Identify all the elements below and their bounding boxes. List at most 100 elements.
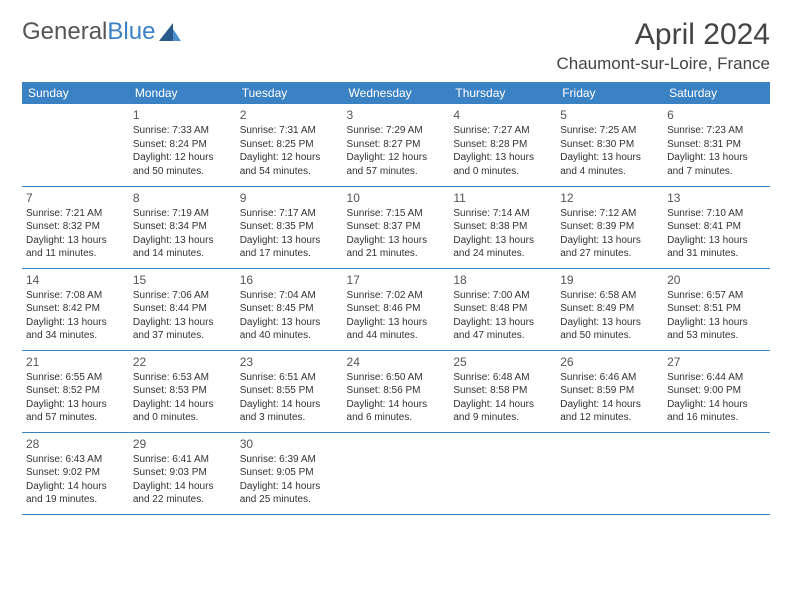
daylight-line: Daylight: 13 hours and 24 minutes.: [453, 234, 552, 261]
daylight-line: Daylight: 14 hours and 19 minutes.: [26, 480, 125, 507]
sunset-line: Sunset: 9:02 PM: [26, 466, 125, 480]
header: GeneralBlue April 2024 Chaumont-sur-Loir…: [22, 18, 770, 74]
day-number: 29: [133, 436, 232, 452]
sunrise-line: Sunrise: 7:06 AM: [133, 289, 232, 303]
day-number: 8: [133, 190, 232, 206]
sunrise-line: Sunrise: 7:31 AM: [240, 124, 339, 138]
title-block: April 2024 Chaumont-sur-Loire, France: [556, 18, 770, 74]
sunrise-line: Sunrise: 7:10 AM: [667, 207, 766, 221]
day-number: 19: [560, 272, 659, 288]
calendar-day-cell: [22, 104, 129, 186]
daylight-line: Daylight: 14 hours and 6 minutes.: [347, 398, 446, 425]
sunrise-line: Sunrise: 6:46 AM: [560, 371, 659, 385]
calendar-week-row: 7Sunrise: 7:21 AMSunset: 8:32 PMDaylight…: [22, 186, 770, 268]
day-number: 3: [347, 107, 446, 123]
sunset-line: Sunset: 8:25 PM: [240, 138, 339, 152]
sunset-line: Sunset: 8:39 PM: [560, 220, 659, 234]
daylight-line: Daylight: 13 hours and 14 minutes.: [133, 234, 232, 261]
location-label: Chaumont-sur-Loire, France: [556, 54, 770, 74]
calendar-day-cell: 20Sunrise: 6:57 AMSunset: 8:51 PMDayligh…: [663, 268, 770, 350]
daylight-line: Daylight: 13 hours and 40 minutes.: [240, 316, 339, 343]
calendar-day-cell: 3Sunrise: 7:29 AMSunset: 8:27 PMDaylight…: [343, 104, 450, 186]
sunset-line: Sunset: 8:59 PM: [560, 384, 659, 398]
calendar-day-cell: 16Sunrise: 7:04 AMSunset: 8:45 PMDayligh…: [236, 268, 343, 350]
sunrise-line: Sunrise: 7:08 AM: [26, 289, 125, 303]
day-number: 30: [240, 436, 339, 452]
sunrise-line: Sunrise: 7:25 AM: [560, 124, 659, 138]
sunset-line: Sunset: 8:30 PM: [560, 138, 659, 152]
sunset-line: Sunset: 8:48 PM: [453, 302, 552, 316]
daylight-line: Daylight: 12 hours and 50 minutes.: [133, 151, 232, 178]
day-number: 27: [667, 354, 766, 370]
calendar-day-cell: 25Sunrise: 6:48 AMSunset: 8:58 PMDayligh…: [449, 350, 556, 432]
daylight-line: Daylight: 14 hours and 3 minutes.: [240, 398, 339, 425]
sunset-line: Sunset: 8:46 PM: [347, 302, 446, 316]
logo-text: GeneralBlue: [22, 18, 155, 46]
sunset-line: Sunset: 8:53 PM: [133, 384, 232, 398]
day-number: 25: [453, 354, 552, 370]
daylight-line: Daylight: 13 hours and 11 minutes.: [26, 234, 125, 261]
daylight-line: Daylight: 13 hours and 50 minutes.: [560, 316, 659, 343]
calendar-day-cell: 10Sunrise: 7:15 AMSunset: 8:37 PMDayligh…: [343, 186, 450, 268]
sunset-line: Sunset: 8:45 PM: [240, 302, 339, 316]
calendar-day-cell: 19Sunrise: 6:58 AMSunset: 8:49 PMDayligh…: [556, 268, 663, 350]
calendar-table: SundayMondayTuesdayWednesdayThursdayFrid…: [22, 82, 770, 515]
day-number: 22: [133, 354, 232, 370]
sunset-line: Sunset: 8:52 PM: [26, 384, 125, 398]
day-number: 20: [667, 272, 766, 288]
day-number: 7: [26, 190, 125, 206]
sunrise-line: Sunrise: 7:00 AM: [453, 289, 552, 303]
day-number: 15: [133, 272, 232, 288]
calendar-day-cell: 13Sunrise: 7:10 AMSunset: 8:41 PMDayligh…: [663, 186, 770, 268]
calendar-day-cell: 15Sunrise: 7:06 AMSunset: 8:44 PMDayligh…: [129, 268, 236, 350]
sunrise-line: Sunrise: 6:57 AM: [667, 289, 766, 303]
calendar-day-cell: 24Sunrise: 6:50 AMSunset: 8:56 PMDayligh…: [343, 350, 450, 432]
sunrise-line: Sunrise: 7:12 AM: [560, 207, 659, 221]
day-number: 23: [240, 354, 339, 370]
sunset-line: Sunset: 8:34 PM: [133, 220, 232, 234]
day-number: 18: [453, 272, 552, 288]
daylight-line: Daylight: 14 hours and 12 minutes.: [560, 398, 659, 425]
calendar-day-cell: 1Sunrise: 7:33 AMSunset: 8:24 PMDaylight…: [129, 104, 236, 186]
calendar-day-cell: 14Sunrise: 7:08 AMSunset: 8:42 PMDayligh…: [22, 268, 129, 350]
sunrise-line: Sunrise: 7:33 AM: [133, 124, 232, 138]
daylight-line: Daylight: 14 hours and 0 minutes.: [133, 398, 232, 425]
sunset-line: Sunset: 8:55 PM: [240, 384, 339, 398]
day-number: 11: [453, 190, 552, 206]
calendar-day-cell: 2Sunrise: 7:31 AMSunset: 8:25 PMDaylight…: [236, 104, 343, 186]
day-number: 26: [560, 354, 659, 370]
daylight-line: Daylight: 12 hours and 57 minutes.: [347, 151, 446, 178]
day-number: 16: [240, 272, 339, 288]
sunset-line: Sunset: 8:24 PM: [133, 138, 232, 152]
sunset-line: Sunset: 8:38 PM: [453, 220, 552, 234]
calendar-day-cell: [343, 432, 450, 514]
logo-triangle-icon: [159, 23, 181, 41]
day-number: 2: [240, 107, 339, 123]
calendar-day-cell: 18Sunrise: 7:00 AMSunset: 8:48 PMDayligh…: [449, 268, 556, 350]
daylight-line: Daylight: 13 hours and 7 minutes.: [667, 151, 766, 178]
daylight-line: Daylight: 13 hours and 4 minutes.: [560, 151, 659, 178]
logo: GeneralBlue: [22, 18, 181, 46]
sunrise-line: Sunrise: 6:44 AM: [667, 371, 766, 385]
day-number: 9: [240, 190, 339, 206]
calendar-day-cell: 5Sunrise: 7:25 AMSunset: 8:30 PMDaylight…: [556, 104, 663, 186]
sunrise-line: Sunrise: 6:50 AM: [347, 371, 446, 385]
sunset-line: Sunset: 8:37 PM: [347, 220, 446, 234]
day-header: Thursday: [449, 82, 556, 104]
sunrise-line: Sunrise: 7:29 AM: [347, 124, 446, 138]
calendar-day-cell: 6Sunrise: 7:23 AMSunset: 8:31 PMDaylight…: [663, 104, 770, 186]
calendar-day-cell: 8Sunrise: 7:19 AMSunset: 8:34 PMDaylight…: [129, 186, 236, 268]
day-number: 10: [347, 190, 446, 206]
calendar-day-cell: 12Sunrise: 7:12 AMSunset: 8:39 PMDayligh…: [556, 186, 663, 268]
sunset-line: Sunset: 8:28 PM: [453, 138, 552, 152]
day-number: 13: [667, 190, 766, 206]
calendar-week-row: 28Sunrise: 6:43 AMSunset: 9:02 PMDayligh…: [22, 432, 770, 514]
calendar-day-cell: 11Sunrise: 7:14 AMSunset: 8:38 PMDayligh…: [449, 186, 556, 268]
calendar-day-cell: [556, 432, 663, 514]
daylight-line: Daylight: 13 hours and 57 minutes.: [26, 398, 125, 425]
sunset-line: Sunset: 8:49 PM: [560, 302, 659, 316]
day-number: 17: [347, 272, 446, 288]
calendar-day-cell: 29Sunrise: 6:41 AMSunset: 9:03 PMDayligh…: [129, 432, 236, 514]
calendar-day-cell: 22Sunrise: 6:53 AMSunset: 8:53 PMDayligh…: [129, 350, 236, 432]
daylight-line: Daylight: 12 hours and 54 minutes.: [240, 151, 339, 178]
